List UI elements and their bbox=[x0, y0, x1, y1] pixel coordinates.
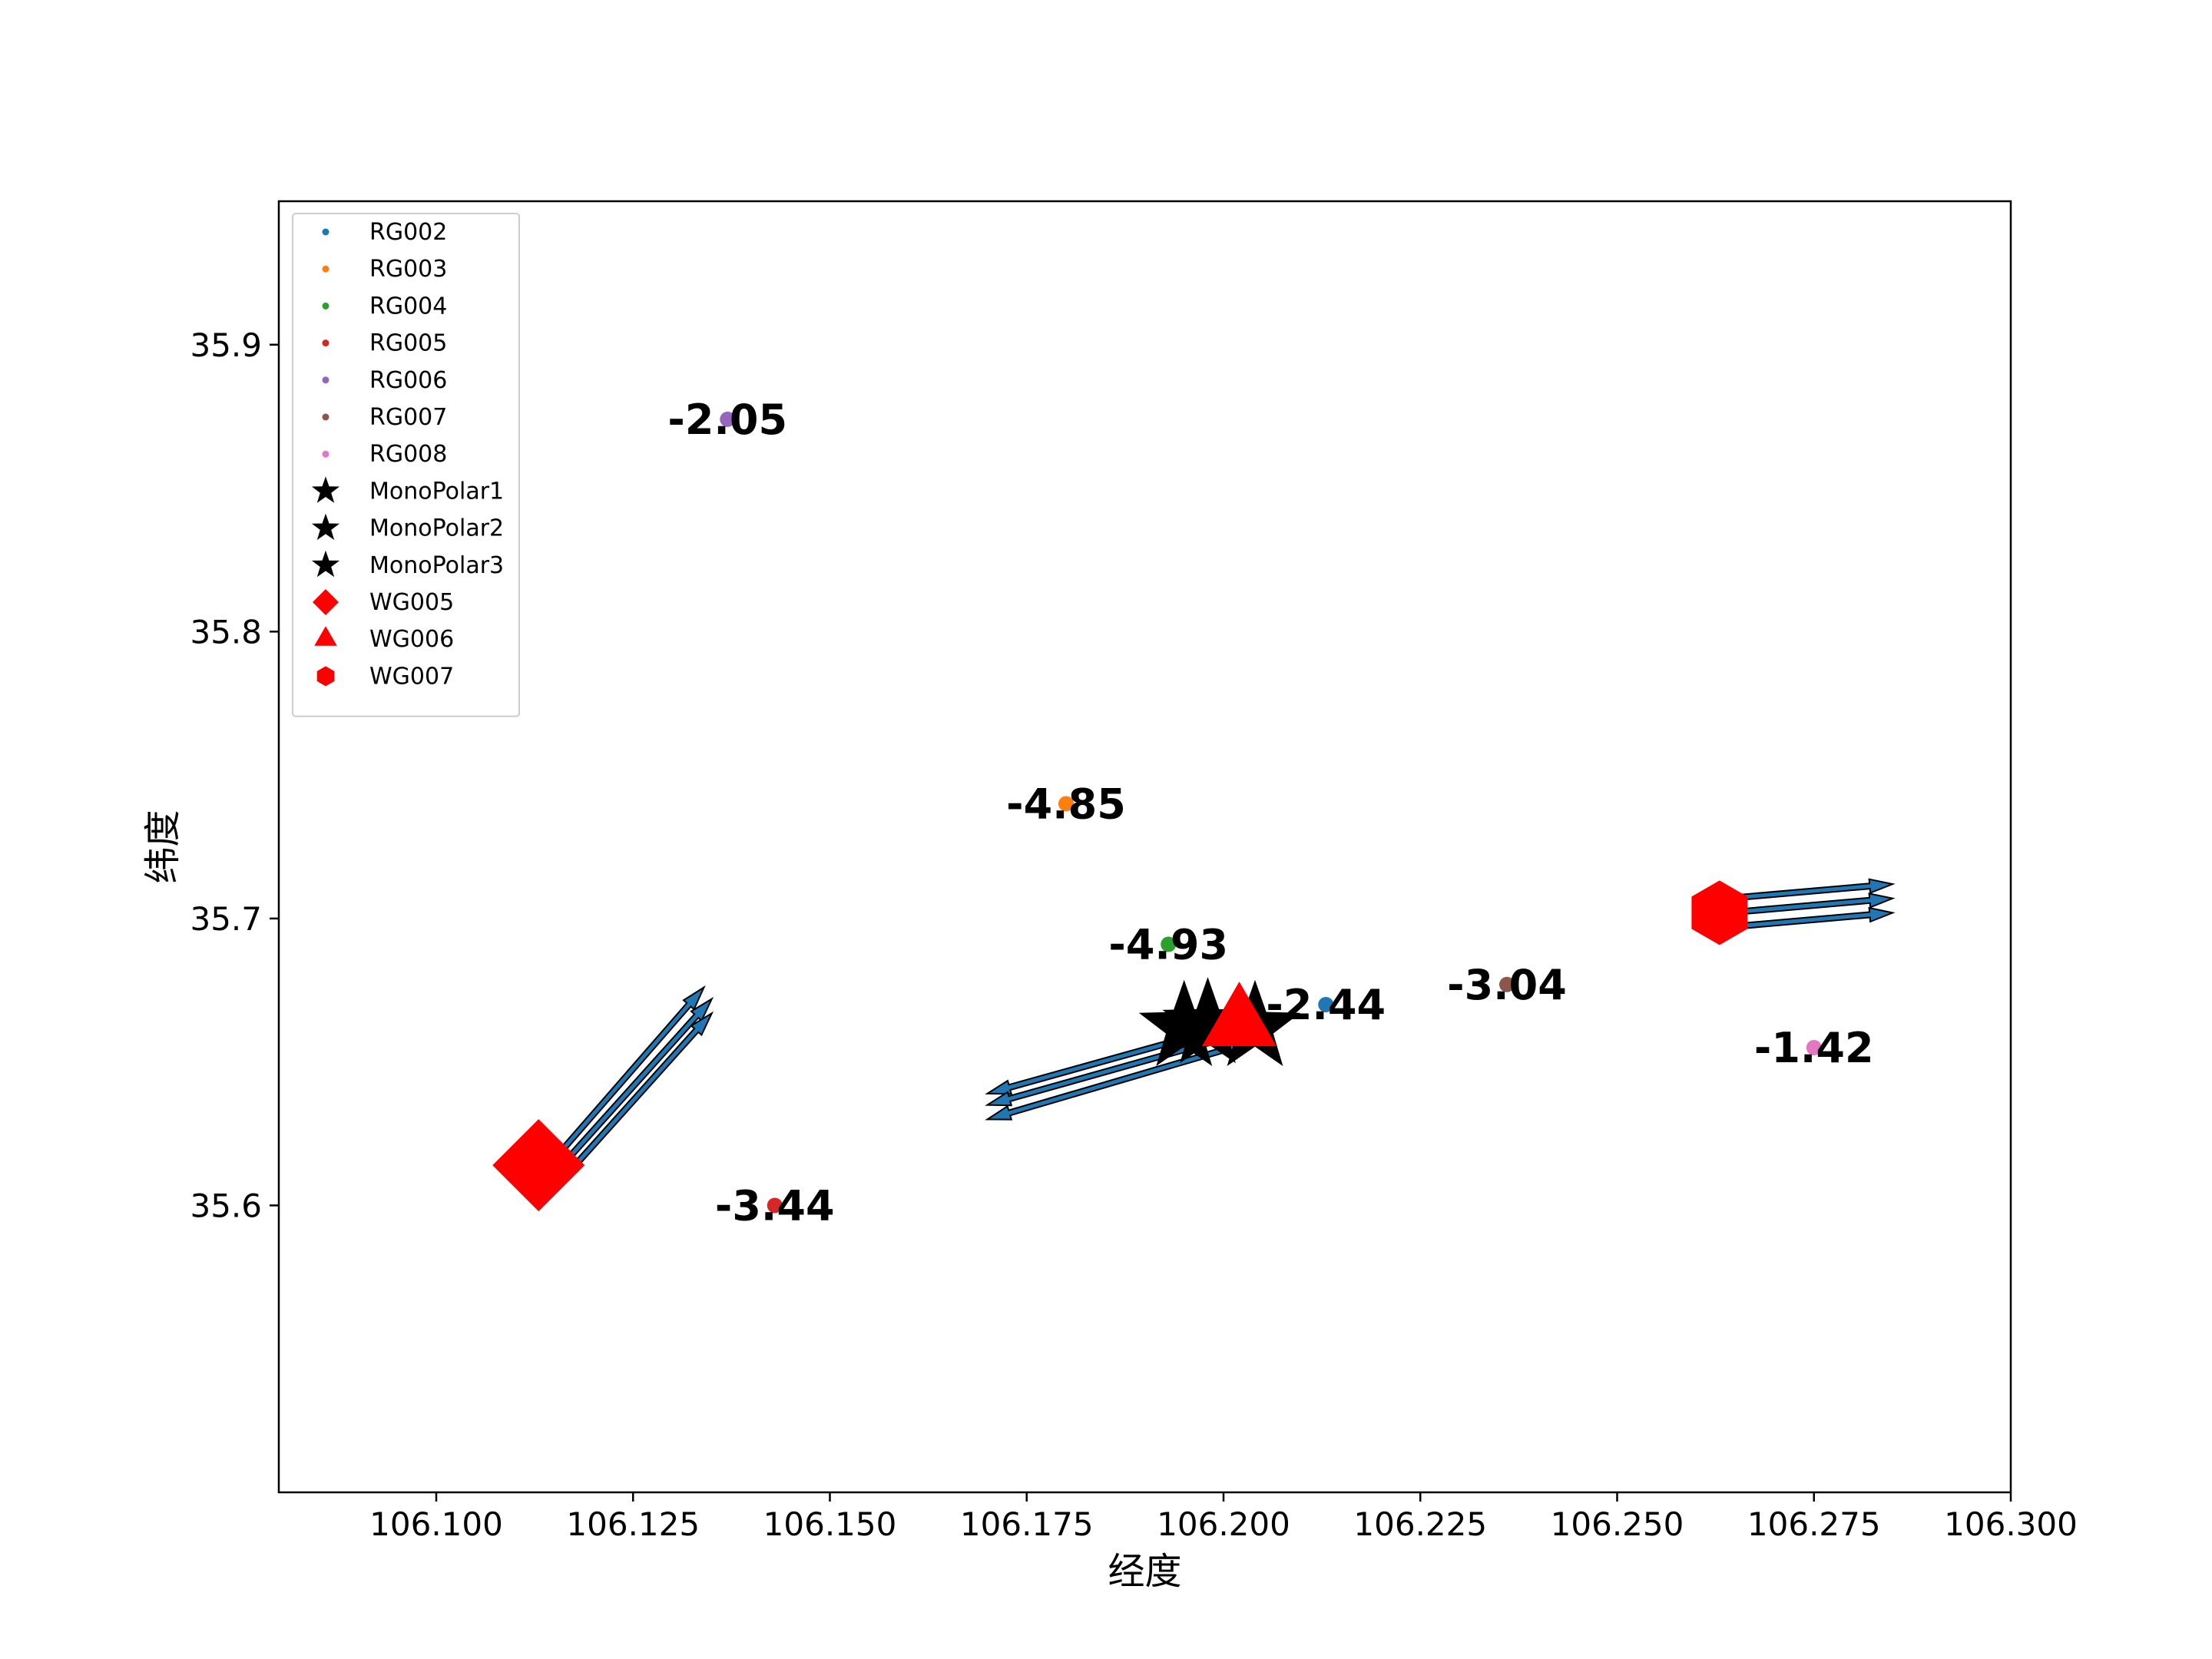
legend-marker bbox=[322, 413, 329, 421]
legend-marker bbox=[311, 550, 340, 578]
x-tick-label: 106.300 bbox=[1944, 1505, 2078, 1543]
legend-entry-label: WG007 bbox=[369, 663, 454, 690]
arrow bbox=[558, 1011, 714, 1183]
station-value-label: -4.85 bbox=[1006, 780, 1126, 828]
y-axis: 35.6 35.7 35.8 35.9 bbox=[190, 326, 279, 1224]
legend-entry-label: MonoPolar1 bbox=[369, 478, 504, 505]
y-tick-label: 35.7 bbox=[190, 900, 262, 938]
legend-entry-label: WG006 bbox=[369, 626, 454, 653]
station-value-label: -2.05 bbox=[667, 396, 787, 444]
legend-marker bbox=[322, 376, 329, 384]
well-wg006 bbox=[1202, 982, 1277, 1047]
legend-entry-label: RG007 bbox=[369, 404, 447, 431]
legend-entry-label: RG005 bbox=[369, 330, 447, 357]
plot-frame bbox=[277, 200, 2012, 1494]
x-axis: 106.100 106.125 106.150 106.175 106.200 106.2… bbox=[369, 1492, 2078, 1543]
station-value-label: -4.93 bbox=[1108, 921, 1228, 969]
station-value-label: -2.44 bbox=[1266, 981, 1386, 1029]
legend-entry-label: RG004 bbox=[369, 293, 447, 320]
markers-layer bbox=[492, 880, 1748, 1212]
legend-entry-label: WG005 bbox=[369, 589, 454, 616]
y-tick-label: 35.8 bbox=[190, 613, 262, 651]
legend-entry-label: RG003 bbox=[369, 256, 447, 283]
labels-layer: -2.44 -4.85 -4.93 -3.44 -2.05 -3.04 -1.42 bbox=[667, 396, 1873, 1230]
x-tick-label: 106.150 bbox=[763, 1505, 897, 1543]
station-value-label: -1.42 bbox=[1754, 1024, 1874, 1072]
station-point-rg008 bbox=[1806, 1039, 1822, 1055]
legend-marker bbox=[322, 339, 329, 347]
x-tick-label: 106.100 bbox=[369, 1505, 503, 1543]
legend-marker bbox=[316, 666, 335, 687]
station-point-rg004 bbox=[1161, 936, 1177, 952]
y-tick-label: 35.6 bbox=[190, 1187, 262, 1224]
legend-marker bbox=[313, 589, 339, 615]
x-tick-label: 106.250 bbox=[1551, 1505, 1684, 1543]
well-wg007 bbox=[1691, 880, 1748, 945]
legend-entry-label: MonoPolar2 bbox=[369, 515, 504, 542]
legend-marker bbox=[311, 513, 340, 540]
legend-entry-label: RG002 bbox=[369, 219, 447, 246]
arrow bbox=[551, 996, 714, 1177]
arrow bbox=[1726, 906, 1896, 931]
x-tick-label: 106.275 bbox=[1747, 1505, 1881, 1543]
legend: RG002 RG003 RG004 RG005 RG006 RG007 RG008 MonoP… bbox=[292, 213, 520, 717]
legend-marker bbox=[322, 450, 329, 458]
station-point-rg003 bbox=[1058, 796, 1074, 812]
well-wg005 bbox=[492, 1119, 585, 1212]
station-point-rg007 bbox=[1499, 976, 1515, 992]
station-point-rg002 bbox=[1318, 996, 1334, 1012]
arrow bbox=[1726, 878, 1896, 902]
arrow bbox=[1726, 892, 1896, 916]
legend-entry-label: RG008 bbox=[369, 441, 447, 468]
arrow bbox=[543, 985, 706, 1171]
y-axis-label: 纬度 bbox=[141, 810, 184, 883]
points-layer bbox=[720, 411, 1822, 1214]
legend-marker bbox=[314, 626, 337, 646]
legend-entry-label: RG006 bbox=[369, 367, 447, 394]
station-value-label: -3.44 bbox=[715, 1181, 835, 1230]
y-tick-label: 35.9 bbox=[190, 326, 262, 364]
star-monopolar2 bbox=[1162, 977, 1253, 1064]
legend-entry-label: MonoPolar3 bbox=[369, 552, 504, 579]
x-tick-label: 106.125 bbox=[566, 1505, 700, 1543]
station-point-rg006 bbox=[720, 411, 736, 427]
legend-marker bbox=[322, 265, 329, 273]
station-value-label: -3.04 bbox=[1447, 961, 1567, 1009]
x-tick-label: 106.225 bbox=[1353, 1505, 1487, 1543]
legend-marker bbox=[311, 476, 340, 503]
x-tick-label: 106.175 bbox=[960, 1505, 1094, 1543]
legend-box bbox=[292, 213, 520, 717]
x-axis-label: 经度 bbox=[1108, 1550, 1181, 1593]
legend-marker bbox=[322, 228, 329, 236]
x-tick-label: 106.200 bbox=[1157, 1505, 1290, 1543]
station-point-rg005 bbox=[767, 1197, 783, 1214]
legend-marker bbox=[322, 302, 329, 310]
